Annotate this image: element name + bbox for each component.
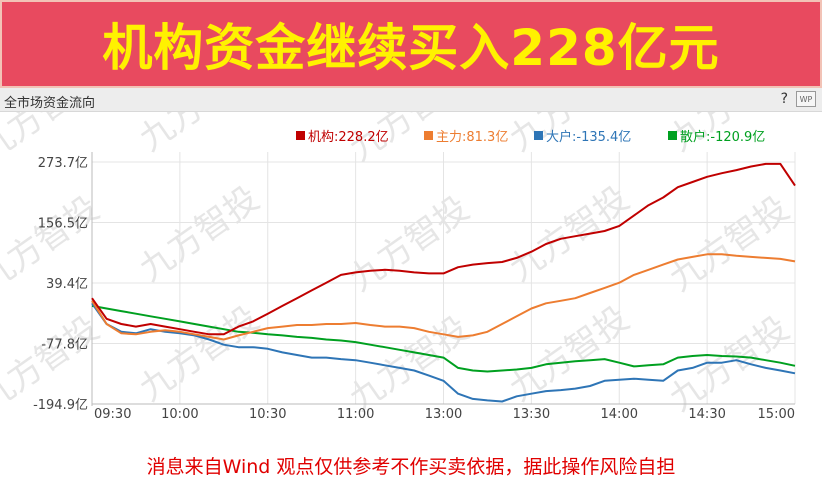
watermark-text: 九方智投 xyxy=(502,179,636,290)
panel-header: 全市场资金流向 ? WP xyxy=(0,88,822,112)
x-tick-label: 15:00 xyxy=(758,407,795,422)
legend-label: 主力:81.3亿 xyxy=(436,130,508,145)
watermark-text: 九方智投 xyxy=(502,299,636,410)
x-tick-label: 14:00 xyxy=(601,407,638,422)
x-tick-label: 10:00 xyxy=(161,407,198,422)
disclaimer-text: 消息来自Wind 观点仅供参考不作买卖依据，据此操作风险自担 xyxy=(146,456,676,478)
legend-label: 散户:-120.9亿 xyxy=(680,129,765,145)
x-tick-label: 09:30 xyxy=(94,407,131,422)
y-tick-label: -77.8亿 xyxy=(41,338,88,353)
y-tick-label: 39.4亿 xyxy=(46,277,88,292)
x-tick-label: 10:30 xyxy=(249,407,286,422)
legend-swatch xyxy=(424,131,433,140)
series-line-3 xyxy=(91,304,796,373)
help-icon[interactable]: ? xyxy=(780,91,788,107)
panel-title: 全市场资金流向 xyxy=(4,96,96,111)
x-tick-label: 14:30 xyxy=(688,407,725,422)
legend-label: 大户:-135.4亿 xyxy=(546,129,631,145)
wp-icon[interactable]: WP xyxy=(796,91,816,107)
watermark-text: 九方智投 xyxy=(132,179,266,290)
legend-swatch xyxy=(534,131,543,140)
y-tick-label: -194.9亿 xyxy=(33,398,88,413)
legend-label: 机构:228.2亿 xyxy=(308,130,389,145)
watermark-text: 九方智投 xyxy=(342,309,476,420)
watermark-text: 九方智投 xyxy=(132,299,266,410)
series-line-2 xyxy=(91,302,796,403)
legend-swatch xyxy=(296,131,305,140)
x-tick-label: 13:00 xyxy=(425,407,462,422)
y-tick-label: 156.5亿 xyxy=(38,217,88,232)
series-line-1 xyxy=(91,253,796,341)
y-tick-label: 273.7亿 xyxy=(38,156,88,171)
headline-title: 机构资金继续买入228亿元 xyxy=(102,19,720,77)
x-tick-label: 13:30 xyxy=(513,407,550,422)
watermark-text: 九方智投 xyxy=(132,112,266,159)
series-line-0 xyxy=(91,162,796,336)
legend-swatch xyxy=(668,131,677,140)
watermark-text: 九方智投 xyxy=(662,309,796,420)
x-tick-label: 11:00 xyxy=(337,407,374,422)
headline-banner: 机构资金继续买入228亿元 xyxy=(0,0,822,88)
